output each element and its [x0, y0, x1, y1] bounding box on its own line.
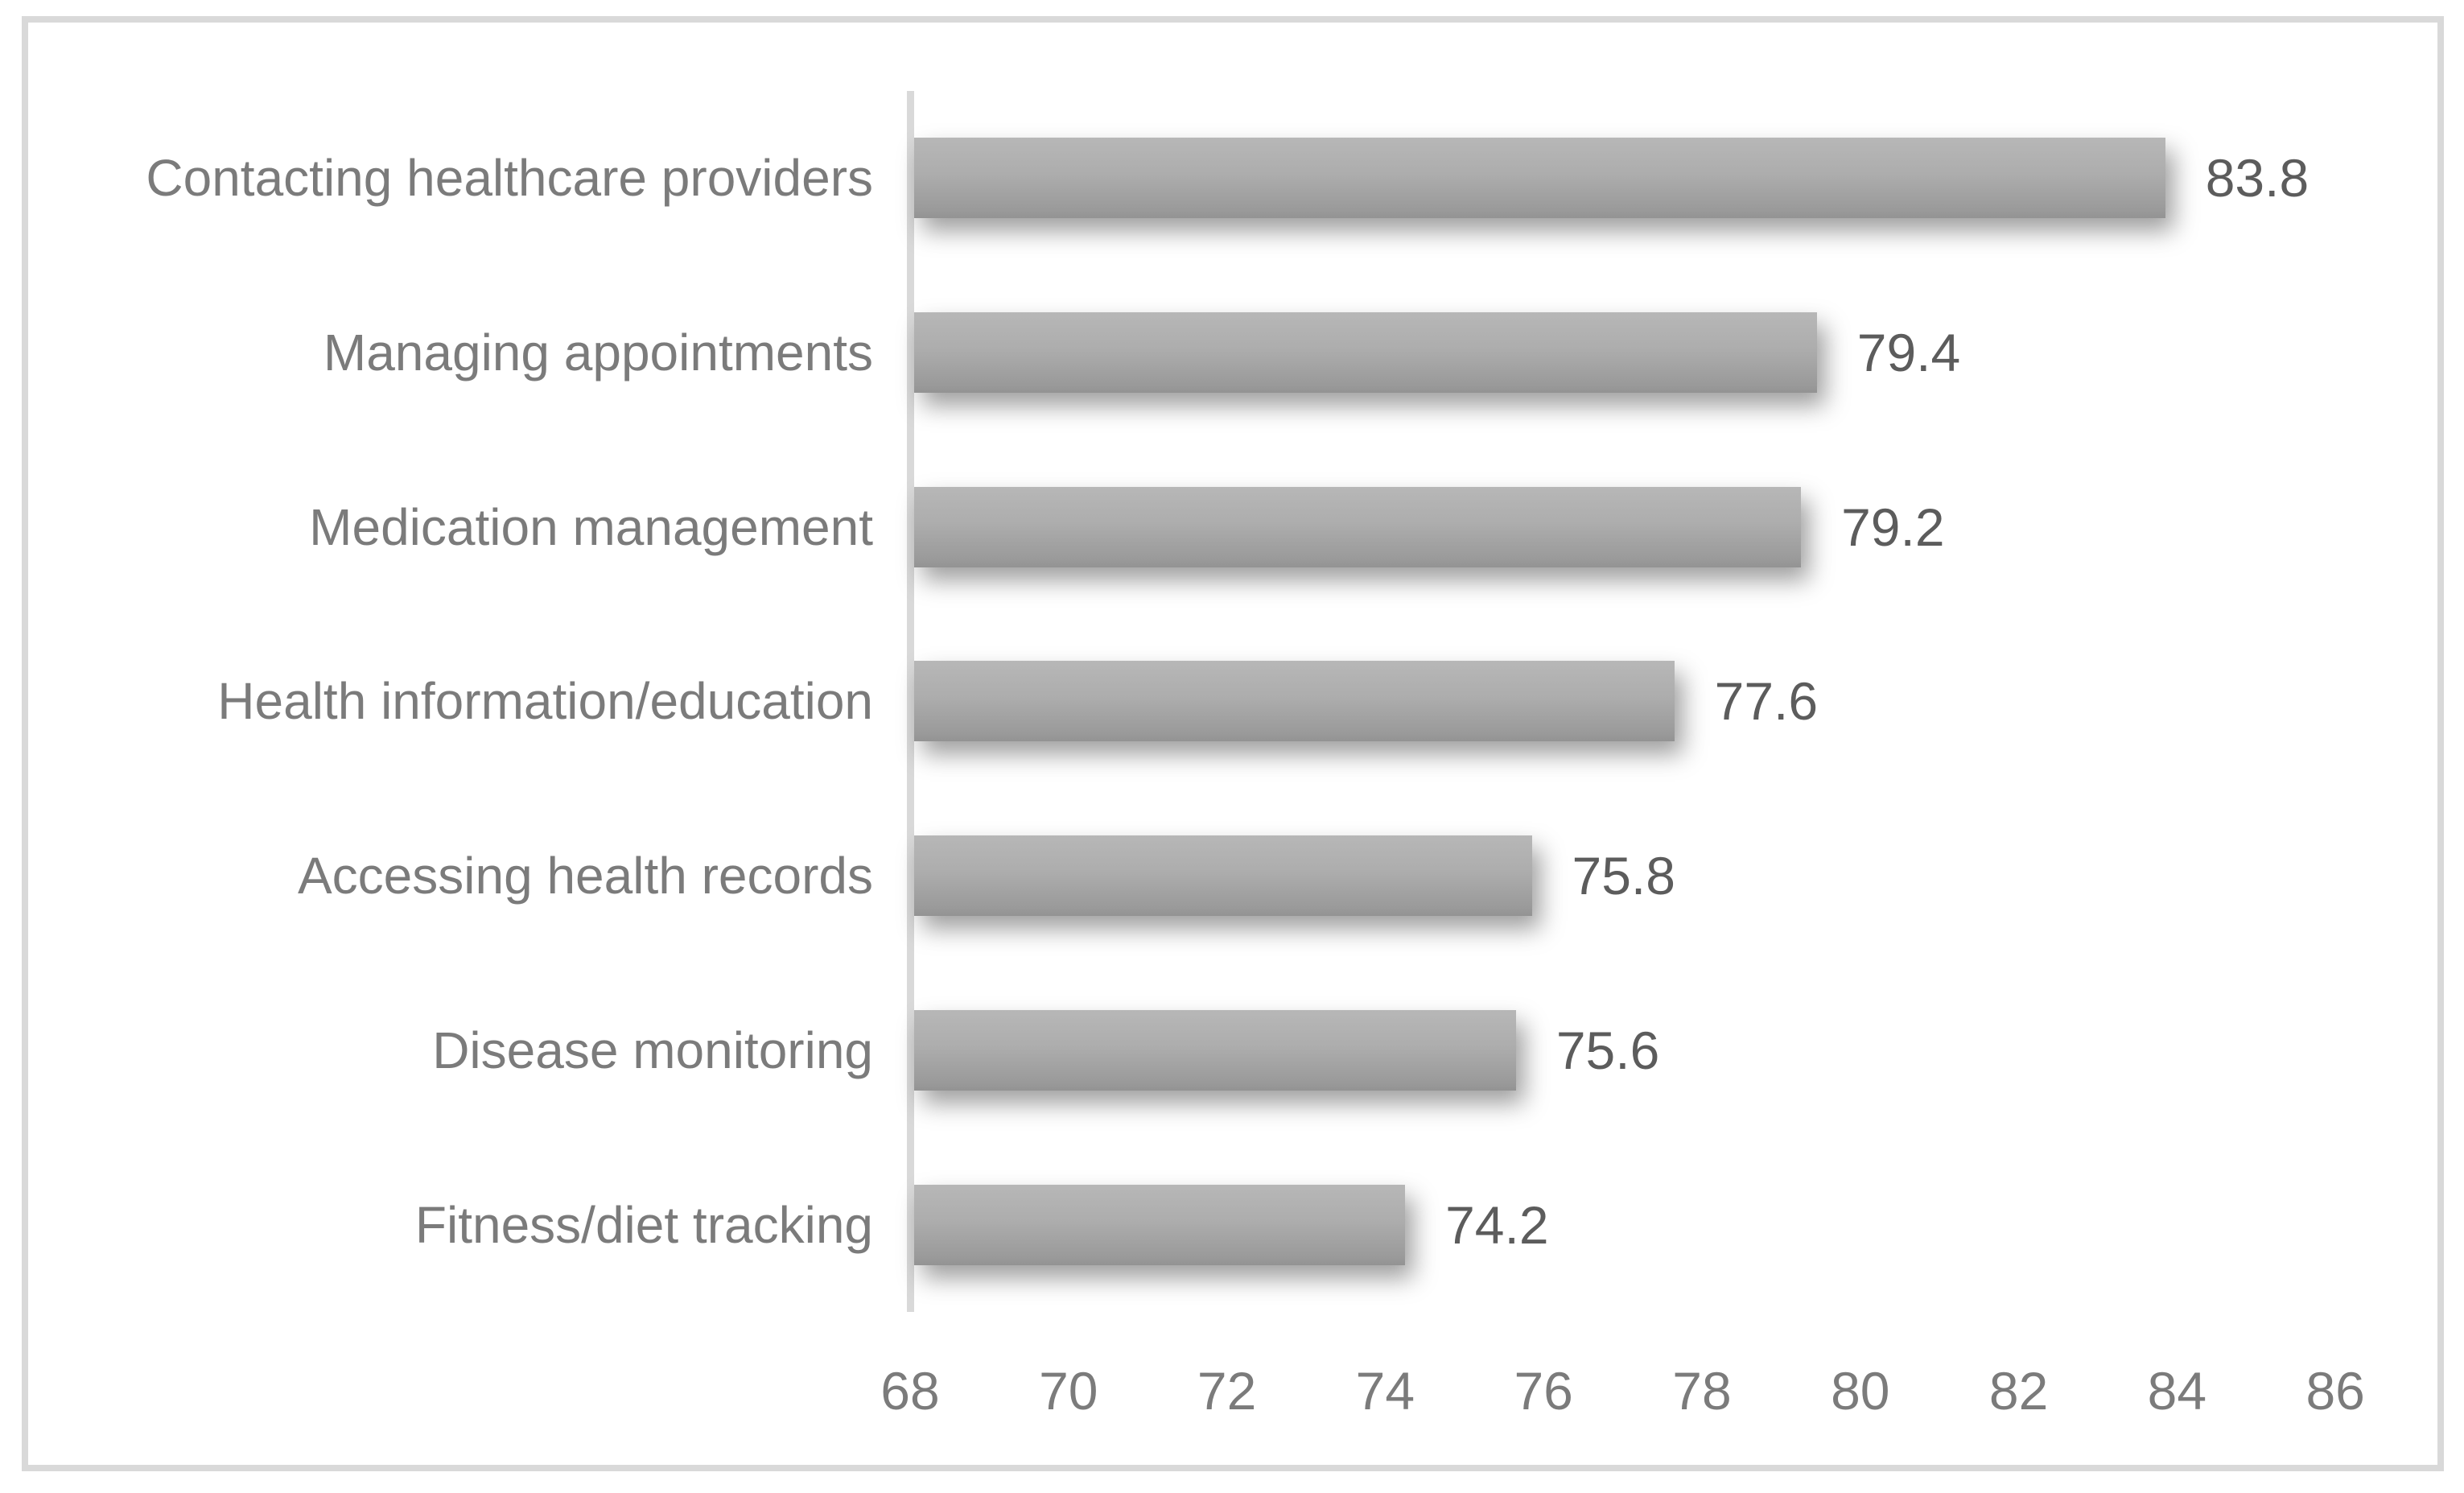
x-tick-label: 78 [1672, 1361, 1732, 1421]
category-label: Fitness/diet tracking [414, 1195, 873, 1254]
value-label: 75.6 [1555, 1020, 1660, 1080]
x-tick-label: 68 [880, 1361, 940, 1421]
x-tick-label: 84 [2147, 1361, 2207, 1421]
y-axis-line [907, 91, 914, 1312]
category-label: Accessing health records [297, 847, 873, 905]
value-label: 79.4 [1856, 323, 1961, 383]
bar [914, 138, 2165, 219]
bar [914, 1009, 1516, 1091]
x-tick-label: 86 [2305, 1361, 2365, 1421]
bar [914, 486, 1802, 567]
value-label: 83.8 [2205, 148, 2309, 208]
category-label: Medication management [309, 497, 873, 556]
x-tick-label: 72 [1197, 1361, 1257, 1421]
value-label: 79.2 [1841, 497, 1945, 557]
value-label: 77.6 [1714, 671, 1819, 732]
bar [914, 312, 1817, 394]
bar [914, 661, 1675, 742]
bar [914, 1184, 1406, 1265]
x-tick-label: 80 [1831, 1361, 1890, 1421]
value-label: 75.8 [1572, 846, 1675, 906]
x-tick-label: 76 [1514, 1361, 1573, 1421]
bar [914, 835, 1532, 917]
x-tick-label: 70 [1039, 1361, 1098, 1421]
x-tick-label: 74 [1355, 1361, 1415, 1421]
value-label: 74.2 [1445, 1194, 1549, 1255]
category-label: Contacting healthcare providers [146, 149, 873, 208]
x-tick-label: 82 [1988, 1361, 2049, 1421]
category-label: Disease monitoring [432, 1021, 873, 1079]
category-label: Health information/education [217, 672, 873, 731]
category-label: Managing appointments [323, 324, 873, 382]
